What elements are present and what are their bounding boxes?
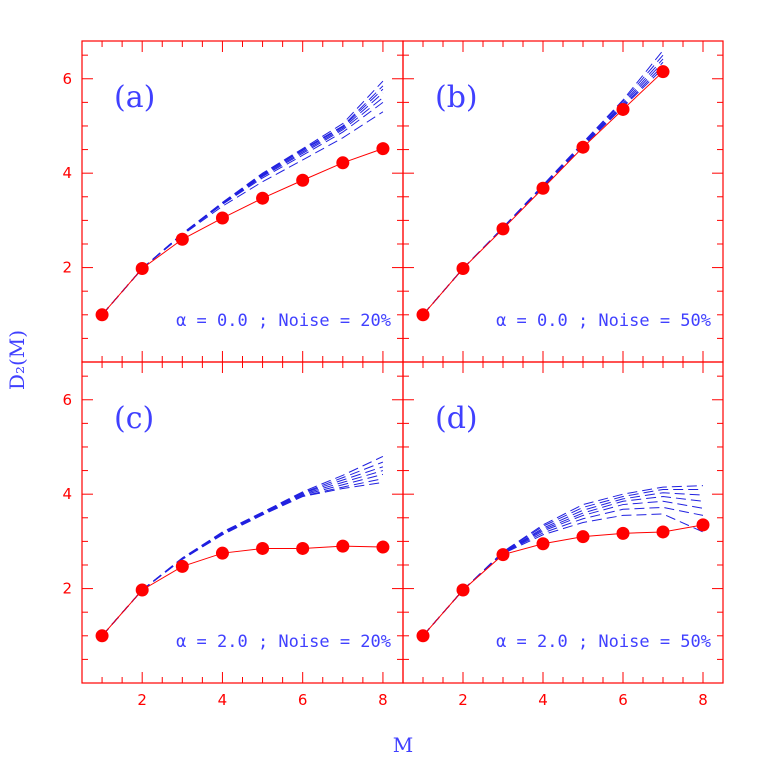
y-tick-label: 4 <box>62 164 72 182</box>
panel-label: (c) <box>114 401 154 436</box>
observed-point <box>376 142 390 156</box>
surrogate-series-line <box>101 92 384 316</box>
surrogate-series-line <box>422 488 703 637</box>
observed-point <box>616 526 630 540</box>
x-tick-label: 8 <box>378 691 388 709</box>
surrogate-series-line <box>101 473 384 637</box>
panel-a: 2 4 6 (a) α = 0.0 ; Noise = 20% <box>62 40 404 363</box>
observed-point <box>376 540 390 554</box>
surrogate-series-line <box>101 88 384 316</box>
observed-point <box>296 541 310 555</box>
observed-point <box>336 539 350 553</box>
x-tick-label: 6 <box>618 691 628 709</box>
panel-annotation: α = 2.0 ; Noise = 50% <box>496 632 711 652</box>
panel-label: (b) <box>435 80 478 115</box>
surrogate-series-line <box>101 111 384 316</box>
observed-point <box>616 102 630 116</box>
surrogate-series-line <box>101 101 384 316</box>
observed-point <box>95 629 109 643</box>
surrogate-series-line <box>422 485 704 637</box>
surrogate-series-line <box>101 478 384 637</box>
observed-series-line <box>101 148 384 316</box>
observed-point <box>576 530 590 544</box>
observed-point <box>95 308 109 322</box>
panel-annotation: α = 0.0 ; Noise = 20% <box>176 311 391 331</box>
observed-series-line <box>101 545 383 637</box>
panel-b: (b) α = 0.0 ; Noise = 50% <box>402 40 724 363</box>
surrogate-series-line <box>101 85 384 316</box>
panel-c: 2 4 6 8 2 4 6 (c) α = 2.0 ; Noise = 20% <box>62 361 404 709</box>
x-tick-label: 4 <box>218 691 228 709</box>
x-tick-label: 8 <box>698 691 708 709</box>
surrogate-series-line <box>101 97 384 316</box>
observed-point <box>656 525 670 539</box>
panel-label: (d) <box>435 401 478 436</box>
observed-point <box>416 629 430 643</box>
observed-point <box>536 181 550 195</box>
surrogate-series-line <box>101 481 384 637</box>
observed-point <box>416 308 430 322</box>
observed-point <box>215 211 229 225</box>
observed-point <box>175 232 189 246</box>
observed-point <box>496 548 510 562</box>
surrogate-series-line <box>101 80 384 316</box>
x-tick-label: 2 <box>137 691 147 709</box>
observed-point <box>456 583 470 597</box>
observed-point <box>296 173 310 187</box>
observed-point <box>256 191 270 205</box>
x-axis-label: M <box>393 733 413 757</box>
panel-label: (a) <box>114 80 155 115</box>
y-tick-label: 2 <box>62 580 72 598</box>
observed-point <box>336 156 350 170</box>
observed-series-line <box>422 524 704 637</box>
y-tick-label: 2 <box>62 259 72 277</box>
observed-point <box>135 262 149 276</box>
x-tick-label: 4 <box>538 691 548 709</box>
surrogate-series-line <box>422 496 704 637</box>
observed-point <box>656 65 670 79</box>
observed-point <box>456 262 470 276</box>
observed-point <box>175 559 189 573</box>
x-tick-label: 2 <box>458 691 468 709</box>
y-tick-label: 6 <box>62 70 72 88</box>
observed-point <box>696 518 710 532</box>
y-axis-label: D₂(M) <box>5 330 29 390</box>
x-tick-label: 6 <box>298 691 308 709</box>
panel-d: 2 4 6 8 (d) α = 2.0 ; Noise = 50% <box>402 361 724 709</box>
y-tick-label: 4 <box>62 485 72 503</box>
panel-annotation: α = 2.0 ; Noise = 20% <box>176 632 391 652</box>
observed-point <box>215 546 229 560</box>
panel-annotation: α = 0.0 ; Noise = 50% <box>496 311 711 331</box>
observed-point <box>135 583 149 597</box>
observed-point <box>256 541 270 555</box>
observed-point <box>496 222 510 236</box>
y-tick-label: 6 <box>62 391 72 409</box>
panels-group: 2 4 6 (a) α = 0.0 ; Noise = 20% (b) α = 0.0 ; … <box>62 40 724 709</box>
observed-point <box>576 140 590 154</box>
observed-point <box>536 537 550 551</box>
surrogate-series-line <box>101 470 384 637</box>
